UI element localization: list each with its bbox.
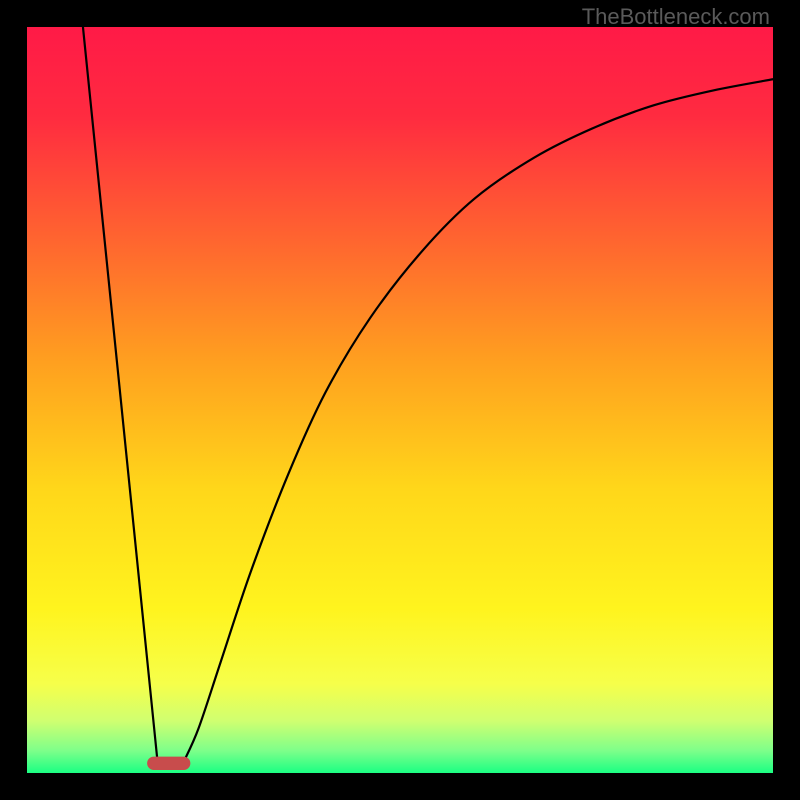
chart-plot-area [27,27,773,773]
chart-svg [27,27,773,773]
minimum-marker [147,757,190,770]
watermark-text: TheBottleneck.com [582,4,770,30]
chart-frame: TheBottleneck.com [0,0,800,800]
chart-background [27,27,773,773]
